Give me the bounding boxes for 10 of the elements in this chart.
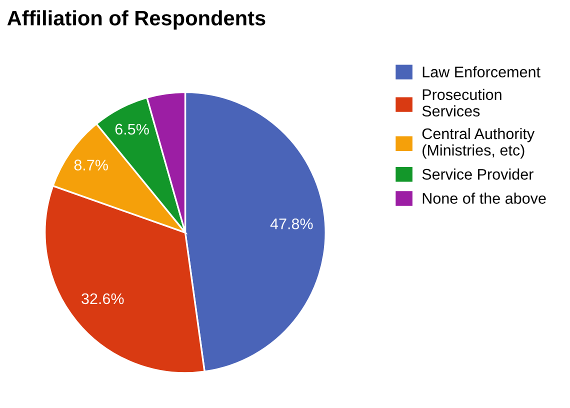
chart-title: Affiliation of Respondents [7, 10, 266, 30]
data-label: 8.7% [74, 160, 108, 170]
data-label: 47.8% [270, 218, 313, 230]
data-label: 6.5% [115, 124, 149, 135]
legend-label: Law Enforcement [422, 66, 540, 78]
legend-label: Service Provider [422, 168, 534, 180]
legend-label: Prosecution Services [422, 88, 502, 117]
legend-label: None of the above [422, 192, 546, 204]
legend-label: Central Authority (Ministries, etc) [422, 128, 535, 159]
data-label: 32.6% [82, 293, 124, 304]
